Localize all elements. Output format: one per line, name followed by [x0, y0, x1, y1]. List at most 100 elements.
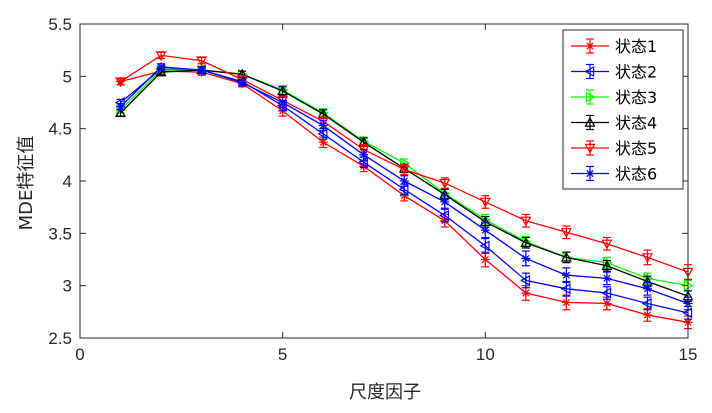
legend-marker: [585, 169, 595, 178]
data-point: [399, 176, 409, 186]
marker-stroke: [586, 169, 594, 178]
x-tick-label: 0: [75, 345, 84, 364]
marker-stroke: [279, 98, 287, 107]
series-layer: [114, 51, 694, 330]
data-point: [601, 287, 612, 299]
x-tick-label: 10: [476, 345, 495, 364]
legend-label: 状态4: [615, 114, 657, 133]
data-point: [318, 121, 328, 131]
data-point: [440, 197, 450, 207]
legend-label: 状态5: [615, 139, 657, 158]
y-tick-label: 4.5: [48, 120, 72, 139]
x-axis-label: 尺度因子: [349, 382, 421, 403]
data-point: [278, 98, 288, 107]
marker-stroke: [643, 311, 652, 319]
data-point: [116, 102, 126, 112]
legend-box: [562, 29, 684, 190]
legend-item: 状态5: [571, 139, 657, 158]
series-6: [116, 62, 693, 311]
data-point: [480, 255, 490, 264]
legend-item: 状态2: [571, 63, 657, 82]
legend-item: 状态3: [571, 88, 657, 107]
marker-stroke: [400, 177, 408, 185]
legend-marker: [584, 143, 596, 154]
data-point: [479, 197, 491, 208]
data-point: [115, 77, 127, 88]
data-point: [480, 225, 490, 235]
legend-marker: [585, 41, 595, 51]
data-point: [398, 183, 409, 195]
data-point: [642, 284, 652, 294]
axes-layer: 0 5 10 15 2.5 3 3.5 4 4.5 5 5.5: [48, 15, 697, 364]
data-point: [561, 270, 571, 280]
legend-label: 状态2: [615, 63, 657, 82]
legend-label: 状态1: [615, 37, 657, 56]
legend-item: 状态4: [571, 114, 657, 133]
marker-stroke: [562, 271, 570, 279]
data-point: [521, 253, 531, 263]
y-tick-label: 2.5: [48, 329, 72, 348]
data-point: [317, 117, 329, 128]
marker-stroke: [481, 255, 489, 264]
data-point: [602, 273, 612, 283]
y-tick-label: 5: [63, 67, 72, 86]
marker-stroke: [586, 42, 594, 50]
y-tick-label: 4: [63, 172, 72, 191]
legend: 状态1 状态2 状态3 状态4 状态5 状态6: [562, 29, 684, 190]
y-tick-label: 5.5: [48, 15, 72, 34]
data-point: [520, 237, 532, 247]
x-tick-label: 5: [278, 345, 287, 364]
data-point: [156, 62, 166, 72]
y-tick-label: 3: [63, 277, 72, 296]
y-axis-label: MDE特征值: [16, 136, 37, 231]
marker-stroke: [319, 138, 327, 146]
marker-stroke: [319, 121, 327, 130]
data-point: [359, 150, 369, 160]
marker-stroke: [157, 63, 165, 71]
data-point: [521, 288, 531, 298]
data-point: [601, 239, 613, 250]
legend-marker: [585, 91, 596, 103]
data-point: [479, 240, 490, 252]
legend-label: 状态3: [615, 88, 657, 107]
legend-marker: [584, 65, 595, 78]
data-point: [642, 310, 652, 320]
marker-stroke: [116, 103, 125, 111]
data-point: [560, 283, 571, 295]
data-point: [196, 56, 208, 67]
data-point: [237, 78, 247, 88]
data-point: [398, 165, 410, 176]
legend-label: 状态6: [615, 165, 657, 184]
y-tick-label: 3.5: [48, 224, 72, 243]
data-point: [560, 228, 572, 239]
marker-stroke: [643, 285, 652, 293]
marker-stroke: [603, 274, 611, 282]
x-tick-label: 15: [679, 345, 698, 364]
marker-stroke: [603, 299, 611, 308]
marker-stroke: [522, 289, 530, 297]
data-point: [439, 210, 449, 222]
marker-stroke: [441, 198, 449, 206]
data-point: [560, 251, 572, 262]
data-point: [601, 260, 613, 270]
data-point: [277, 85, 289, 96]
data-point: [520, 274, 531, 286]
data-point: [155, 66, 167, 77]
legend-marker: [584, 116, 596, 127]
marker-stroke: [562, 298, 570, 306]
marker-stroke: [522, 254, 530, 263]
legend-item: 状态6: [571, 165, 657, 184]
data-point: [317, 128, 328, 140]
data-point: [520, 216, 532, 227]
marker-stroke: [238, 79, 246, 87]
marker-stroke: [360, 151, 368, 159]
marker-stroke: [481, 226, 489, 234]
data-point: [439, 178, 451, 189]
data-point: [115, 107, 127, 118]
data-point: [561, 297, 571, 307]
marker-stroke: [198, 66, 206, 74]
data-point: [602, 298, 612, 308]
data-point: [197, 65, 207, 75]
legend-item: 状态1: [571, 37, 657, 56]
